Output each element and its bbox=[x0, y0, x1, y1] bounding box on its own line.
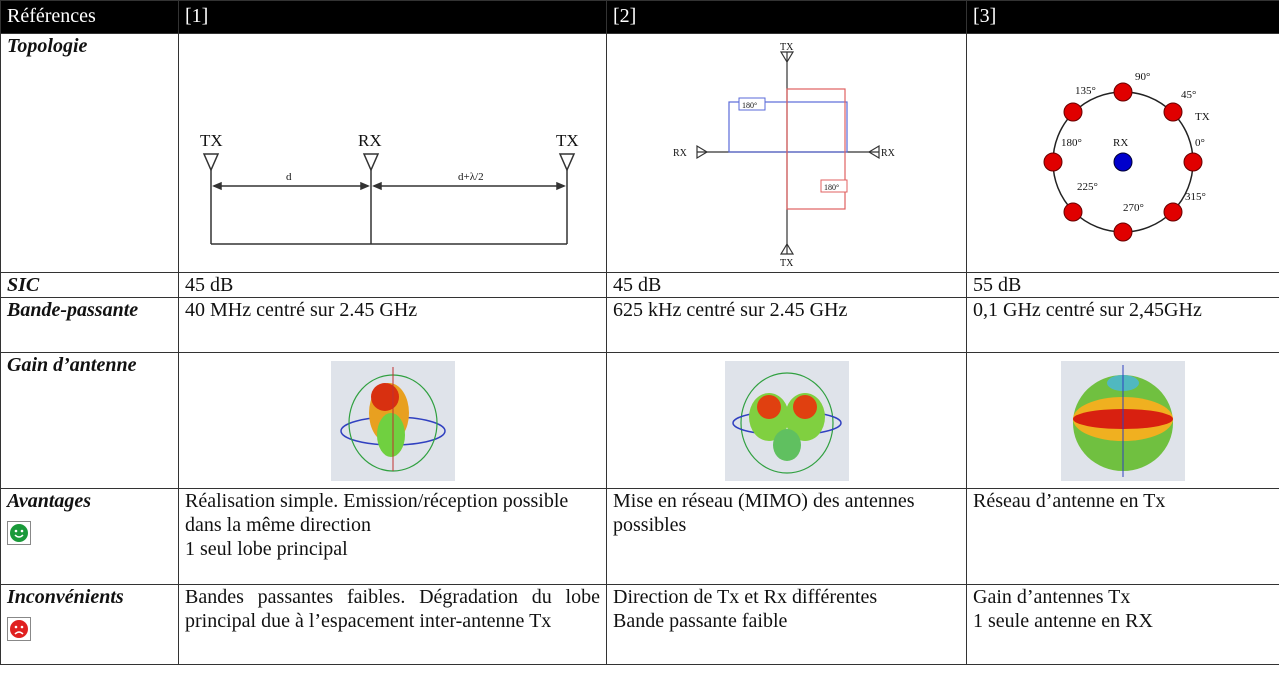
angle-315-label: 315° bbox=[1185, 191, 1206, 203]
topology-figure-1: TX RX TX d d+λ/2 bbox=[178, 33, 607, 273]
avantages-value-1: Réalisation simple. Emission/réception p… bbox=[178, 488, 607, 585]
angle-270-label: 270° bbox=[1123, 202, 1144, 214]
angle-225-label: 225° bbox=[1077, 181, 1098, 193]
inconvenients-text-3: Gain d’antennes Tx bbox=[973, 586, 1131, 608]
phase-bottom-label: 180° bbox=[824, 183, 839, 192]
distance-d2-label: d+λ/2 bbox=[458, 171, 484, 183]
angle-135-label: 135° bbox=[1075, 85, 1096, 97]
tx-top-label: TX bbox=[780, 42, 794, 53]
header-ref-3: [3] bbox=[966, 0, 1279, 34]
avantages-value-2: Mise en réseau (MIMO) des antennes possi… bbox=[606, 488, 967, 585]
rx-left-label: RX bbox=[673, 148, 688, 159]
row-sic: SIC 45 dB 45 dB 55 dB bbox=[0, 272, 1279, 298]
linear-topology-diagram: TX RX TX d d+λ/2 bbox=[200, 131, 579, 245]
header-ref-1: [1] bbox=[178, 0, 607, 34]
header-ref-2: [2] bbox=[606, 0, 967, 34]
label-inconvenients-cell: Inconvénients bbox=[0, 584, 179, 665]
gain-pattern-1 bbox=[178, 352, 607, 489]
label-gain: Gain d’antenne bbox=[0, 352, 179, 489]
inconvenients-value-2: Direction de Tx et Rx différentes Bande … bbox=[606, 584, 967, 665]
distance-d-label: d bbox=[286, 171, 292, 183]
inconvenients-text-3b: 1 seule antenne en RX bbox=[973, 610, 1153, 632]
angle-90-label: 90° bbox=[1135, 71, 1150, 83]
sic-value-3: 55 dB bbox=[966, 272, 1279, 298]
circular-topology-diagram: 135° 90° 45° TX 180° RX 0° 225° 270° 315… bbox=[1043, 71, 1210, 242]
angle-45-label: 45° bbox=[1181, 89, 1196, 101]
row-inconvenients: Inconvénients Bandes passantes faibles. … bbox=[0, 584, 1279, 665]
avantages-value-3: Réseau d’antenne en Tx bbox=[966, 488, 1279, 585]
tx-bottom-label: TX bbox=[780, 258, 794, 269]
radiation-pattern-image-2 bbox=[724, 361, 849, 481]
label-avantages-cell: Avantages bbox=[0, 488, 179, 585]
topology-figure-3: 135° 90° 45° TX 180° RX 0° 225° 270° 315… bbox=[966, 33, 1279, 273]
inconvenients-text-2b: Bande passante faible bbox=[613, 610, 788, 632]
label-bande-passante: Bande-passante bbox=[0, 297, 179, 353]
inconvenients-text-2: Direction de Tx et Rx différentes bbox=[613, 586, 878, 608]
header-references: Références bbox=[0, 0, 179, 34]
smiley-happy-icon bbox=[7, 521, 31, 545]
angle-0-label: 0° bbox=[1195, 137, 1205, 149]
phase-top-label: 180° bbox=[742, 101, 757, 110]
avantages-text-1b: 1 seul lobe principal bbox=[185, 538, 348, 560]
inconvenients-value-1: Bandes passantes faibles. Dégradation du… bbox=[178, 584, 607, 665]
row-avantages: Avantages Réalisation simple. Emission/r… bbox=[0, 488, 1279, 585]
inconvenients-value-3: Gain d’antennes Tx 1 seule antenne en RX bbox=[966, 584, 1279, 665]
label-sic: SIC bbox=[0, 272, 179, 298]
bande-value-2: 625 kHz centré sur 2.45 GHz bbox=[606, 297, 967, 353]
gain-pattern-2 bbox=[606, 352, 967, 489]
sic-value-1: 45 dB bbox=[178, 272, 607, 298]
rx-right-label: RX bbox=[881, 148, 896, 159]
radiation-pattern-image-1 bbox=[330, 361, 455, 481]
tx-left-label: TX bbox=[200, 131, 223, 150]
row-topologie: Topologie TX RX TX bbox=[0, 33, 1279, 273]
bande-value-3: 0,1 GHz centré sur 2,45GHz bbox=[966, 297, 1279, 353]
tx-right-label: TX bbox=[556, 131, 579, 150]
row-bande-passante: Bande-passante 40 MHz centré sur 2.45 GH… bbox=[0, 297, 1279, 353]
row-gain: Gain d’antenne bbox=[0, 352, 1279, 489]
bande-value-1: 40 MHz centré sur 2.45 GHz bbox=[178, 297, 607, 353]
center-rx-label: RX bbox=[1113, 137, 1128, 149]
topology-figure-2: TX TX RX RX 180° 180° bbox=[606, 33, 967, 273]
rx-label: RX bbox=[358, 131, 382, 150]
label-topologie: Topologie bbox=[0, 33, 179, 273]
header-row: Références [1] [2] [3] bbox=[0, 0, 1279, 34]
angle-180-label: 180° bbox=[1061, 137, 1082, 149]
label-inconvenients: Inconvénients bbox=[7, 586, 124, 608]
avantages-text-1: Réalisation simple. Emission/réception p… bbox=[185, 490, 569, 536]
smiley-sad-icon bbox=[7, 617, 31, 641]
cross-topology-diagram: TX TX RX RX 180° 180° bbox=[673, 42, 896, 269]
label-avantages: Avantages bbox=[7, 490, 92, 512]
tx-label: TX bbox=[1195, 111, 1210, 123]
sic-value-2: 45 dB bbox=[606, 272, 967, 298]
gain-pattern-3 bbox=[966, 352, 1279, 489]
radiation-pattern-image-3 bbox=[1061, 361, 1185, 481]
